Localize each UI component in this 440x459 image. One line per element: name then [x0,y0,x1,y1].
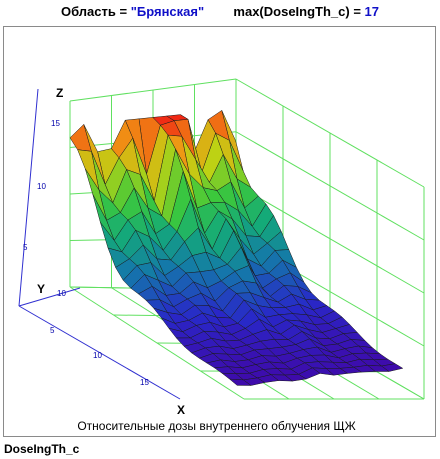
region-value: "Брянская" [130,4,205,19]
z-axis-label: Z [56,86,63,100]
surface-plot[interactable]: Z Y X 15 10 5 10 5 10 15 [3,26,436,437]
plot-header: Область = "Брянская" max(DoseIngTh_c) = … [0,4,440,22]
y-axis-line [18,287,81,307]
plot-caption: Относительные дозы внутреннего облучения… [77,419,356,433]
grid-line [235,184,425,294]
z-tick-label: 15 [51,119,60,128]
z-axis-line [18,88,39,307]
z-tick-label: 10 [37,182,46,191]
x-axis-line [18,305,181,400]
x-tick-label: 10 [93,351,102,360]
variable-name: DoseIngTh_c [4,442,80,456]
x-axis-label: X [177,403,185,417]
z-tick-label: 5 [23,243,28,252]
axes: Z Y X 15 10 5 10 5 10 15 [18,86,185,417]
region-label: Область = [60,4,128,19]
x-tick-label: 15 [140,378,149,387]
y-axis-label: Y [37,282,45,296]
y-tick-label: 10 [57,289,66,298]
max-value: 17 [364,4,380,19]
surface-plot-canvas: Z Y X 15 10 5 10 5 10 15 [18,78,425,417]
surface-cell [228,378,252,386]
surface-mesh [69,109,404,386]
y-tick-label: 5 [50,326,55,335]
max-expression: max(DoseIngTh_c) = [233,4,361,19]
